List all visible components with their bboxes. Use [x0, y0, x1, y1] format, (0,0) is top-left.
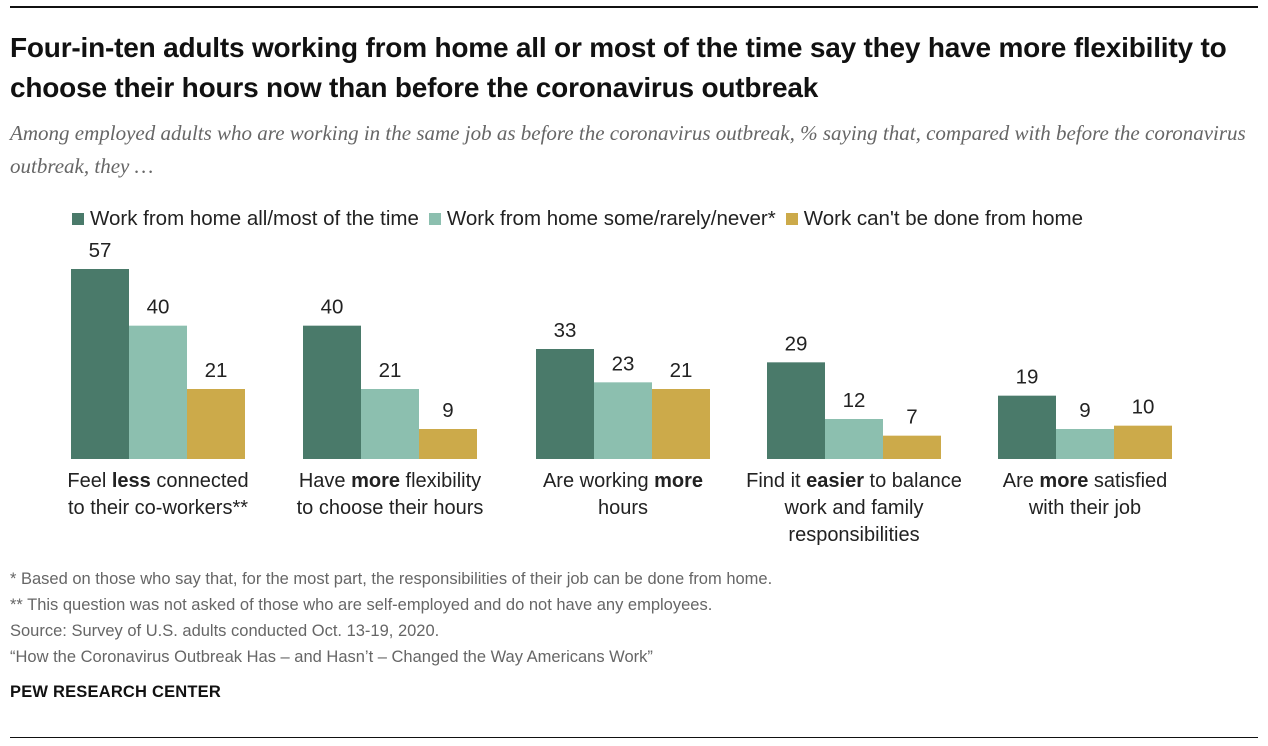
footnote-2: ** This question was not asked of those … — [10, 592, 1250, 618]
bar-value-label: 33 — [554, 319, 577, 342]
category-label-line: Find it easier to balance — [724, 468, 984, 495]
source-note: Source: Survey of U.S. adults conducted … — [10, 618, 1250, 644]
bar-value-label: 40 — [321, 296, 344, 319]
category-label: Are more satisfied with their job — [955, 468, 1215, 522]
category-label-text: connected — [151, 470, 249, 492]
bar — [303, 326, 361, 459]
bar — [652, 389, 710, 459]
category-label-text: satisfied — [1088, 470, 1167, 492]
category-label-text: Are — [1003, 470, 1040, 492]
bar — [1056, 429, 1114, 459]
category-label-text: Feel — [67, 470, 111, 492]
bar — [361, 389, 419, 459]
bar-value-label: 23 — [612, 352, 635, 375]
bar — [419, 429, 477, 459]
category-label-text: Find it — [746, 470, 806, 492]
category-label-line: Are more satisfied — [955, 468, 1215, 495]
category-label-line: with their job — [955, 495, 1215, 522]
bar — [71, 269, 129, 459]
bar — [129, 326, 187, 459]
category-label-emphasis: easier — [806, 470, 864, 492]
category-label: Have more flexibility to choose their hou… — [260, 468, 520, 522]
category-label: Feel less connected to their co-workers** — [28, 468, 288, 522]
bar — [883, 436, 941, 459]
bar — [825, 419, 883, 459]
bar — [594, 382, 652, 459]
bar-value-label: 9 — [442, 399, 453, 422]
category-label-text: flexibility — [400, 470, 481, 492]
bar — [767, 362, 825, 459]
category-label-text: Have — [299, 470, 351, 492]
bar-value-label: 57 — [89, 239, 112, 262]
category-label-emphasis: more — [1039, 470, 1088, 492]
category-label-text: Are working — [543, 470, 654, 492]
category-label-line: to their co-workers** — [28, 495, 288, 522]
legend-swatch — [786, 213, 798, 225]
bar-value-label: 21 — [670, 359, 693, 382]
category-label-emphasis: less — [112, 470, 151, 492]
category-label-line: to choose their hours — [260, 495, 520, 522]
bar-value-label: 12 — [843, 389, 866, 412]
top-rule — [10, 6, 1258, 8]
chart-title: Four-in-ten adults working from home all… — [10, 28, 1250, 108]
category-label-line: Feel less connected — [28, 468, 288, 495]
bar-value-label: 29 — [785, 332, 808, 355]
bottom-rule — [10, 737, 1258, 738]
category-label-line: hours — [493, 495, 753, 522]
chart-subtitle: Among employed adults who are working in… — [10, 117, 1250, 183]
bar-value-label: 10 — [1132, 396, 1155, 419]
category-label-line: work and family — [724, 495, 984, 522]
category-label-text: to balance — [864, 470, 962, 492]
bar-value-label: 21 — [205, 359, 228, 382]
bar-chart: 57 40 21 40 21 9 33 23 21 29 12 7 19 9 10 — [0, 228, 1268, 468]
category-label-line: Are working more — [493, 468, 753, 495]
category-label: Find it easier to balance work and family… — [724, 468, 984, 549]
category-label: Are working more hours — [493, 468, 753, 522]
category-labels: Feel less connected to their co-workers**… — [0, 468, 1268, 548]
category-label-line: Have more flexibility — [260, 468, 520, 495]
bar — [536, 349, 594, 459]
bar — [187, 389, 245, 459]
bar — [1114, 426, 1172, 459]
bar-value-label: 21 — [379, 359, 402, 382]
category-label-emphasis: more — [351, 470, 400, 492]
bar-value-label: 7 — [906, 406, 917, 429]
bar-value-label: 19 — [1016, 366, 1039, 389]
legend-swatch — [429, 213, 441, 225]
bar-value-label: 9 — [1079, 399, 1090, 422]
category-label-line: responsibilities — [724, 522, 984, 549]
footnote-1: * Based on those who say that, for the m… — [10, 566, 1250, 592]
bar-value-label: 40 — [147, 296, 170, 319]
category-label-emphasis: more — [654, 470, 703, 492]
bar — [998, 396, 1056, 459]
report-title-note: “How the Coronavirus Outbreak Has – and … — [10, 644, 1250, 670]
legend-swatch — [72, 213, 84, 225]
brand-logo-text: PEW RESEARCH CENTER — [10, 683, 221, 702]
notes: * Based on those who say that, for the m… — [10, 566, 1250, 670]
